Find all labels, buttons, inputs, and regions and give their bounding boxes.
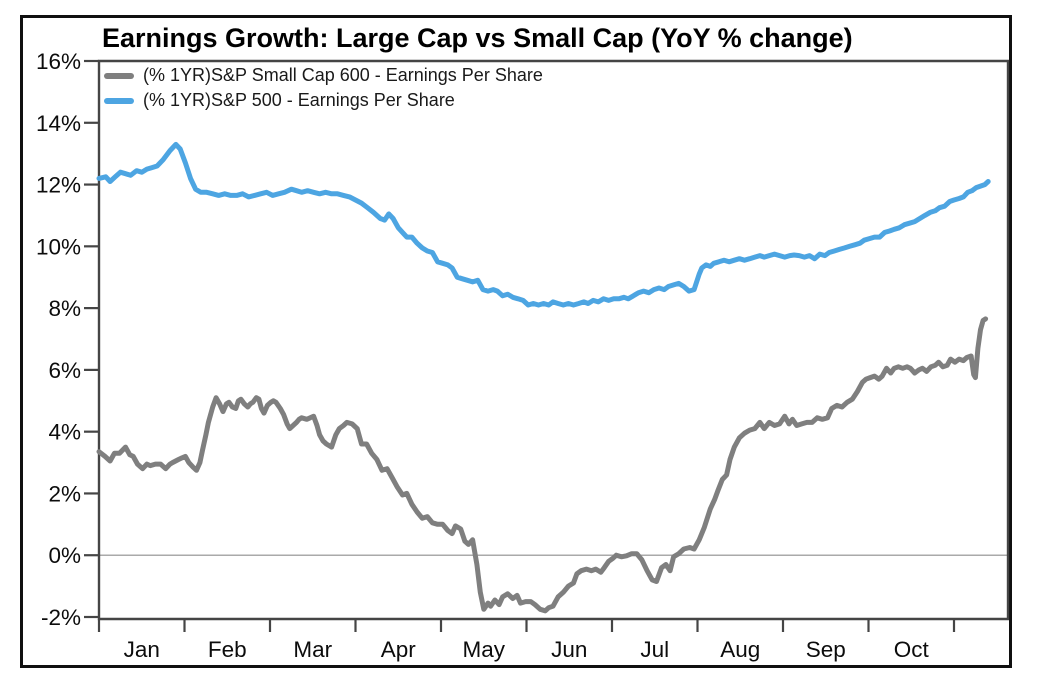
legend-label-small-cap-600: (% 1YR)S&P Small Cap 600 - Earnings Per … bbox=[143, 65, 543, 85]
series-line-sp-500 bbox=[96, 141, 991, 308]
series-line-small-cap-600 bbox=[96, 316, 989, 614]
chart-title: Earnings Growth: Large Cap vs Small Cap … bbox=[102, 23, 853, 53]
x-axis-tick-label: Jan bbox=[124, 637, 160, 662]
x-axis-tick-label: Feb bbox=[208, 637, 247, 662]
chart-frame bbox=[20, 15, 1012, 668]
x-axis-tick-label: Sep bbox=[806, 637, 846, 662]
legend-swatch-sp-500-icon bbox=[104, 97, 134, 104]
legend-item-small-cap-600: (% 1YR)S&P Small Cap 600 - Earnings Per … bbox=[104, 63, 543, 88]
y-axis-tick-label: 8% bbox=[48, 296, 81, 321]
legend: (% 1YR)S&P Small Cap 600 - Earnings Per … bbox=[104, 63, 543, 113]
y-axis-tick-label: 14% bbox=[36, 111, 81, 136]
plot-border bbox=[97, 59, 1010, 621]
x-axis-tick-label: Jul bbox=[640, 637, 669, 662]
y-axis-tick-label: 0% bbox=[48, 543, 81, 568]
y-axis-tick-label: 12% bbox=[36, 173, 81, 198]
y-axis-tick-label: 16% bbox=[36, 49, 81, 74]
legend-item-sp-500: (% 1YR)S&P 500 - Earnings Per Share bbox=[104, 88, 543, 113]
y-axis-tick-label: -2% bbox=[41, 605, 81, 630]
legend-swatch-small-cap-600-icon bbox=[104, 72, 134, 79]
legend-label-sp-500: (% 1YR)S&P 500 - Earnings Per Share bbox=[143, 90, 455, 110]
x-axis-tick-label: Oct bbox=[894, 637, 930, 662]
x-axis-tick-label: Apr bbox=[381, 637, 417, 662]
y-axis-tick-label: 2% bbox=[48, 481, 81, 506]
y-axis-tick-label: 4% bbox=[48, 420, 81, 445]
x-axis-tick-label: Aug bbox=[720, 637, 760, 662]
x-axis-tick-label: Jun bbox=[551, 637, 587, 662]
y-axis-tick-label: 6% bbox=[48, 358, 81, 383]
x-axis-tick-label: May bbox=[462, 637, 505, 662]
x-axis-tick-label: Mar bbox=[293, 637, 332, 662]
y-axis-tick-label: 10% bbox=[36, 234, 81, 259]
